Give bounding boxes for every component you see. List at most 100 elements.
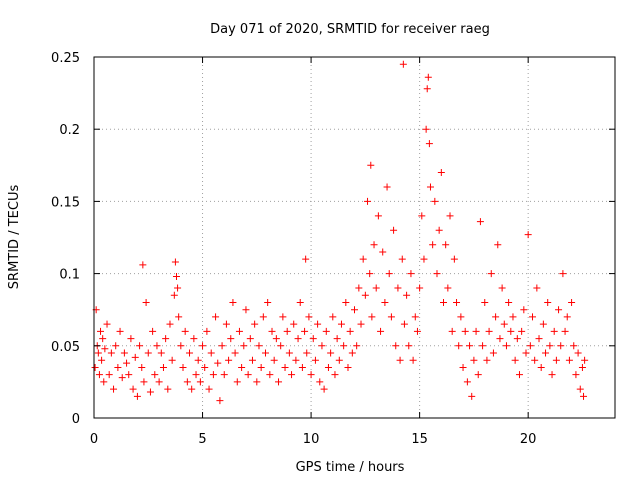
- data-point: [522, 349, 530, 357]
- data-point: [94, 349, 102, 357]
- data-point: [351, 306, 358, 314]
- x-tick-label: 5: [198, 432, 206, 447]
- data-point: [440, 298, 448, 306]
- data-point: [531, 356, 539, 364]
- data-point: [186, 349, 194, 357]
- data-point: [127, 335, 135, 343]
- data-point: [288, 371, 296, 379]
- data-point: [144, 349, 152, 357]
- data-point: [399, 60, 407, 68]
- data-point: [307, 371, 315, 379]
- data-point: [120, 349, 128, 357]
- data-point: [431, 197, 439, 205]
- data-point: [172, 272, 180, 280]
- data-point: [101, 345, 109, 353]
- data-point: [196, 378, 204, 386]
- data-point: [337, 320, 345, 328]
- data-point: [370, 241, 378, 249]
- data-point: [515, 371, 523, 379]
- data-point: [470, 356, 478, 364]
- data-point: [552, 356, 560, 364]
- data-point: [233, 378, 241, 386]
- data-point: [155, 378, 163, 386]
- data-point: [405, 342, 413, 350]
- data-point: [199, 342, 207, 350]
- data-point: [496, 335, 504, 343]
- data-point: [455, 342, 463, 350]
- data-point: [100, 378, 108, 386]
- data-point: [235, 327, 243, 335]
- data-point: [429, 241, 437, 249]
- data-point: [502, 342, 510, 350]
- data-point: [168, 356, 176, 364]
- x-tick-label: 0: [90, 432, 98, 447]
- data-point: [409, 356, 417, 364]
- data-point: [403, 291, 411, 299]
- data-point: [461, 327, 469, 335]
- data-point: [346, 327, 354, 335]
- data-point: [357, 320, 365, 328]
- data-point: [264, 298, 272, 306]
- data-point: [548, 371, 556, 379]
- data-point: [207, 349, 215, 357]
- data-point: [107, 349, 115, 357]
- data-point: [162, 335, 170, 343]
- data-point: [474, 371, 482, 379]
- data-point: [509, 313, 517, 321]
- data-point: [459, 363, 467, 371]
- data-point: [238, 363, 246, 371]
- data-point: [129, 385, 137, 393]
- data-point: [170, 291, 178, 299]
- data-point: [246, 335, 254, 343]
- data-point: [253, 378, 261, 386]
- data-point: [140, 378, 148, 386]
- data-point: [433, 270, 441, 278]
- data-point: [476, 218, 484, 226]
- data-point: [222, 320, 230, 328]
- data-point: [190, 335, 198, 343]
- data-point: [348, 349, 356, 357]
- data-point: [309, 335, 317, 343]
- data-point: [568, 298, 576, 306]
- data-point: [387, 313, 395, 321]
- y-tick-label: 0: [72, 412, 80, 427]
- data-point: [151, 371, 159, 379]
- data-point: [303, 349, 311, 357]
- data-point: [229, 298, 237, 306]
- data-point: [227, 335, 235, 343]
- data-point: [277, 342, 285, 350]
- data-point: [576, 385, 584, 393]
- data-point: [244, 371, 252, 379]
- data-point: [526, 342, 534, 350]
- data-point: [442, 241, 450, 249]
- data-point: [344, 363, 352, 371]
- data-point: [390, 226, 398, 234]
- data-point: [166, 320, 174, 328]
- data-point: [179, 363, 187, 371]
- data-point: [416, 284, 424, 292]
- data-point: [550, 327, 558, 335]
- data-point: [340, 342, 348, 350]
- data-point: [563, 313, 571, 321]
- data-point: [418, 212, 426, 220]
- data-point: [424, 73, 432, 81]
- data-point: [423, 85, 431, 93]
- data-point: [302, 255, 310, 263]
- data-point: [116, 327, 124, 335]
- data-point: [366, 270, 374, 278]
- data-point: [500, 320, 508, 328]
- y-tick-label: 0.2: [59, 123, 80, 138]
- data-point: [192, 371, 200, 379]
- data-point: [487, 270, 495, 278]
- data-point: [450, 255, 458, 263]
- data-point: [275, 378, 283, 386]
- data-point: [511, 356, 519, 364]
- data-point: [559, 270, 567, 278]
- data-point: [225, 356, 233, 364]
- data-point: [529, 313, 537, 321]
- data-point: [580, 392, 588, 400]
- x-tick-label: 15: [411, 432, 428, 447]
- data-point: [97, 327, 105, 335]
- data-point: [533, 284, 541, 292]
- data-point: [203, 327, 211, 335]
